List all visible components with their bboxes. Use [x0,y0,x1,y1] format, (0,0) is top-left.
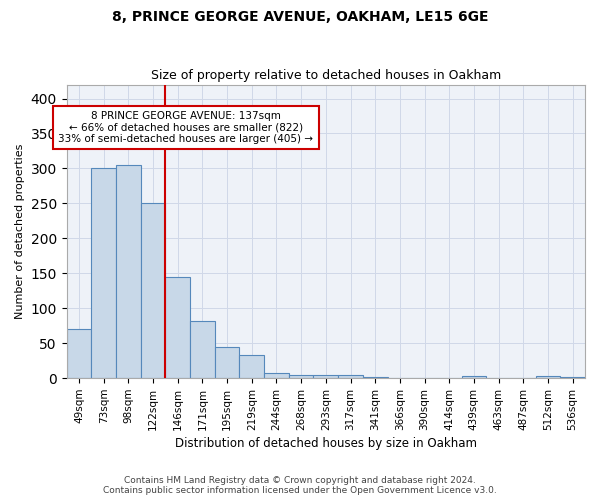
Bar [91,168,116,378]
Bar [313,374,338,378]
Bar [536,376,560,378]
Bar [338,374,363,378]
Text: 8, PRINCE GEORGE AVENUE, OAKHAM, LE15 6GE: 8, PRINCE GEORGE AVENUE, OAKHAM, LE15 6G… [112,10,488,24]
Bar [190,321,215,378]
Text: Contains HM Land Registry data © Crown copyright and database right 2024.
Contai: Contains HM Land Registry data © Crown c… [103,476,497,495]
Bar [289,374,313,378]
Bar [215,348,239,378]
Text: 8 PRINCE GEORGE AVENUE: 137sqm
← 66% of detached houses are smaller (822)
33% of: 8 PRINCE GEORGE AVENUE: 137sqm ← 66% of … [58,111,313,144]
Bar [141,204,166,378]
Bar [166,277,190,378]
Y-axis label: Number of detached properties: Number of detached properties [15,144,25,319]
Bar [363,377,388,378]
Bar [239,355,264,378]
Bar [560,377,585,378]
Title: Size of property relative to detached houses in Oakham: Size of property relative to detached ho… [151,69,501,82]
Bar [264,372,289,378]
Bar [116,165,141,378]
Bar [461,376,486,378]
Bar [67,330,91,378]
X-axis label: Distribution of detached houses by size in Oakham: Distribution of detached houses by size … [175,437,477,450]
